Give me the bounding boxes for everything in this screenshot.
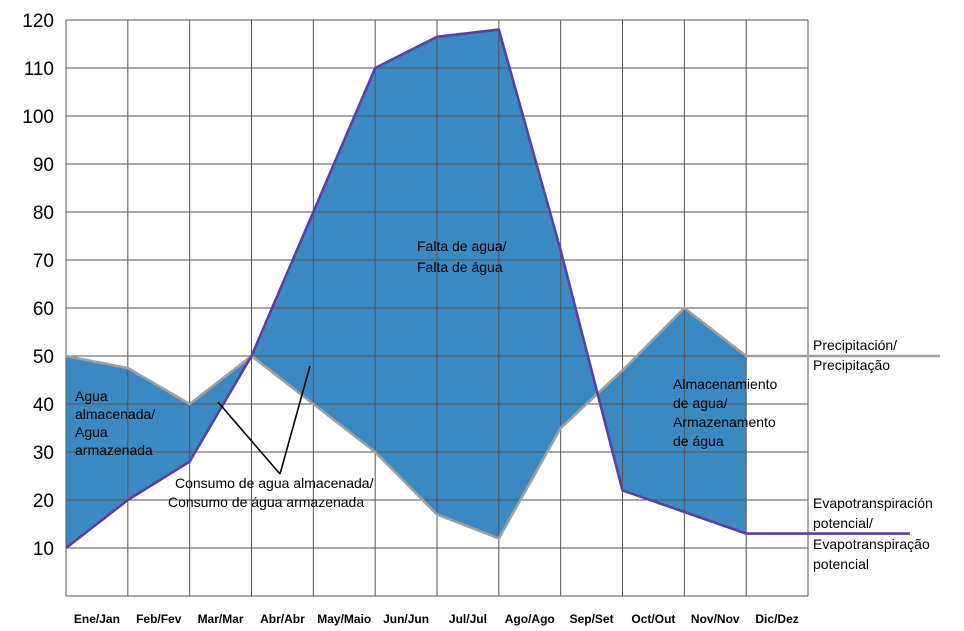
x-axis-ticks: Ene/Jan Feb/Fev Mar/Mar Abr/Abr May/Maio Jun/… <box>74 612 799 626</box>
y-tick-label-4: 50 <box>33 347 54 368</box>
evapotranspiration-line-1: Evapotranspiración <box>813 495 933 511</box>
x-tick-label-2: Mar/Mar <box>198 612 244 626</box>
stored-water-label: Agua almacenada/ Agua armazenada <box>75 388 159 458</box>
area-fills <box>66 29 747 549</box>
stored-water-line-4: armazenada <box>75 442 153 458</box>
stored-water-line-3: Agua <box>75 424 108 440</box>
precipitation-label: Precipitación/ Precipitação <box>813 337 901 373</box>
y-axis-ticks: 10 20 30 40 50 60 70 80 90 100 110 120 <box>22 11 54 560</box>
water-storage-label: Almacenamiento de agua/ Armazenamento de… <box>673 376 781 449</box>
x-tick-label-4: May/Maio <box>317 612 371 626</box>
stored-water-line-2: almacenada/ <box>75 406 155 422</box>
y-tick-label-11: 120 <box>22 11 54 32</box>
water-shortage-line-1: Falta de agua/ <box>417 238 507 254</box>
x-tick-label-5: Jun/Jun <box>383 612 429 626</box>
y-tick-label-8: 90 <box>33 155 54 176</box>
evapotranspiration-line-4: potencial <box>813 556 869 572</box>
evapotranspiration-line <box>65 28 910 550</box>
fill-region-1 <box>597 308 747 534</box>
y-tick-label-9: 100 <box>22 107 54 128</box>
x-tick-label-8: Sep/Set <box>570 612 614 626</box>
water-storage-line-2: de agua/ <box>673 395 728 411</box>
y-tick-label-5: 60 <box>33 299 54 320</box>
fill-region-0 <box>66 29 598 549</box>
x-tick-label-0: Ene/Jan <box>74 612 120 626</box>
y-tick-label-1: 20 <box>33 491 54 512</box>
consumption-pointer-lines <box>217 365 311 475</box>
x-tick-label-11: Dic/Dez <box>755 612 798 626</box>
x-tick-label-10: Nov/Nov <box>691 612 740 626</box>
pointer-line-right <box>279 365 311 475</box>
precipitation-line-1: Precipitación/ <box>813 337 897 353</box>
pointer-line-left <box>217 401 281 475</box>
water-storage-line-1: Almacenamiento <box>673 376 777 392</box>
precipitation-line-2: Precipitação <box>813 357 890 373</box>
consumption-label-line-1: Consumo de agua almacenada/ <box>175 475 374 491</box>
consumption-label: Consumo de agua almacenada/ Consumo de á… <box>168 475 377 510</box>
x-tick-label-6: Jul/Jul <box>449 612 487 626</box>
y-tick-label-6: 70 <box>33 251 54 272</box>
evapotranspiration-label: Evapotranspiración potencial/ Evapotrans… <box>813 495 937 572</box>
y-tick-label-3: 40 <box>33 395 54 416</box>
water-storage-line-3: Armazenamento <box>673 414 776 430</box>
y-tick-label-10: 110 <box>24 59 54 80</box>
x-tick-label-1: Feb/Fev <box>136 612 182 626</box>
grid-lines <box>65 19 809 597</box>
evapotranspiration-line-3: Evapotranspiração <box>813 536 930 552</box>
x-tick-label-9: Oct/Out <box>631 612 675 626</box>
stored-water-line-1: Agua <box>75 388 108 404</box>
precipitation-line <box>65 306 940 540</box>
x-tick-label-7: Ago/Ago <box>505 612 555 626</box>
y-tick-label-0: 10 <box>33 539 54 560</box>
water-storage-line-4: de água <box>673 433 724 449</box>
consumption-label-line-2: Consumo de água armazenada <box>168 494 364 510</box>
y-tick-label-7: 80 <box>33 203 54 224</box>
water-shortage-line-2: Falta de água <box>417 259 503 275</box>
y-tick-label-2: 30 <box>33 443 54 464</box>
x-tick-label-3: Abr/Abr <box>260 612 305 626</box>
evapotranspiration-line-2: potencial/ <box>813 515 873 531</box>
series-lines <box>65 28 940 550</box>
water-shortage-label: Falta de agua/ Falta de água <box>417 238 510 275</box>
